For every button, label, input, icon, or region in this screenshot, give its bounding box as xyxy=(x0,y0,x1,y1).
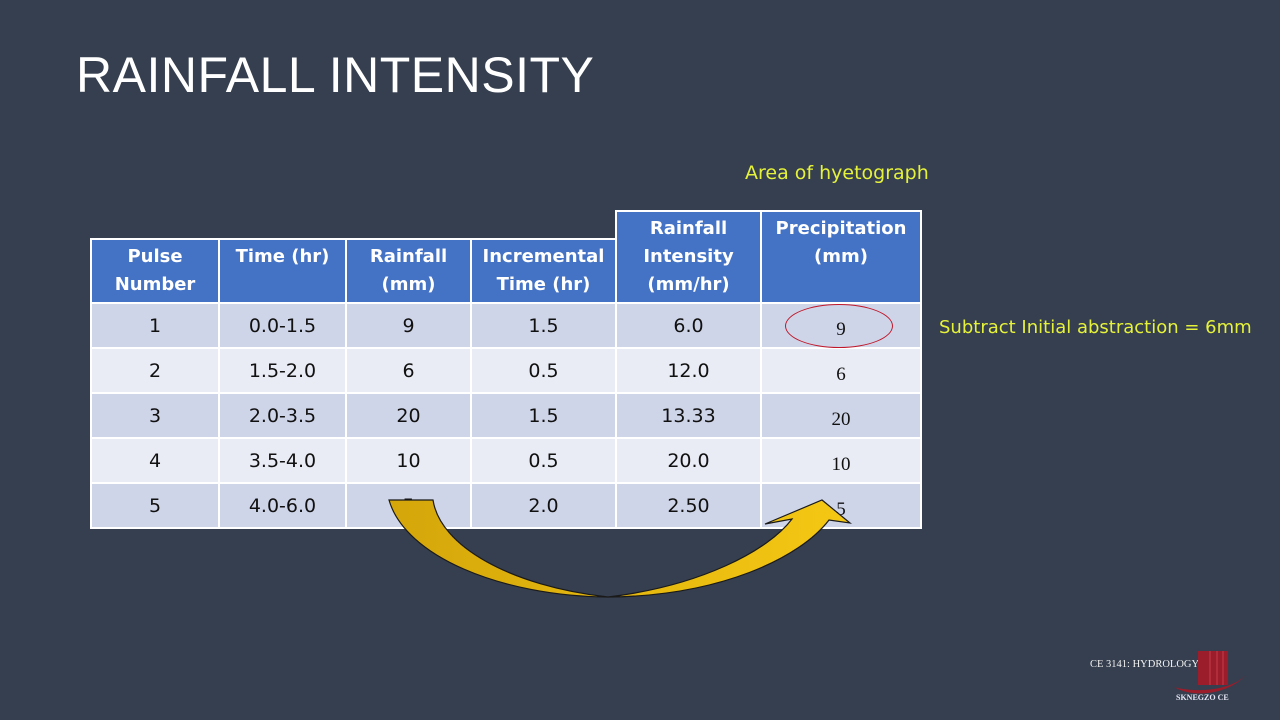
header-time: Time (hr) xyxy=(218,238,347,304)
cell-incremental: 2.0 xyxy=(470,482,617,529)
header-rainfall: Rainfall (mm) xyxy=(345,238,472,304)
table-row: 2 1.5-2.0 6 0.5 12.0 6 xyxy=(90,347,922,394)
cell-rainfall: 9 xyxy=(345,302,472,349)
header-text: Time (hr) xyxy=(496,274,591,295)
header-text: (mm/hr) xyxy=(647,274,730,295)
initial-abstraction-note: Subtract Initial abstraction = 6mm xyxy=(939,317,1252,338)
cell-pulse: 1 xyxy=(90,302,220,349)
cell-intensity: 2.50 xyxy=(615,482,762,529)
cell-pulse: 4 xyxy=(90,437,220,484)
header-text: (mm) xyxy=(381,274,436,295)
cell-intensity: 20.0 xyxy=(615,437,762,484)
header-precipitation: Precipitation (mm) xyxy=(760,210,922,304)
slide-title: RAINFALL INTENSITY xyxy=(76,47,595,103)
cell-time: 1.5-2.0 xyxy=(218,347,347,394)
header-text: Number xyxy=(114,274,196,295)
header-text: Time (hr) xyxy=(235,246,330,267)
cell-pulse: 5 xyxy=(90,482,220,529)
department-logo-icon: SKNEGZO CE xyxy=(1174,651,1246,702)
cell-rainfall: 6 xyxy=(345,347,472,394)
table-row: 4 3.5-4.0 10 0.5 20.0 10 xyxy=(90,437,922,484)
cell-intensity: 12.0 xyxy=(615,347,762,394)
logo-text: SKNEGZO CE xyxy=(1176,693,1229,702)
cell-time: 2.0-3.5 xyxy=(218,392,347,439)
cell-time: 0.0-1.5 xyxy=(218,302,347,349)
header-rainfall-intensity: Rainfall Intensity (mm/hr) xyxy=(615,210,762,304)
header-text: Rainfall xyxy=(649,218,728,239)
cell-pulse: 3 xyxy=(90,392,220,439)
header-text: Incremental xyxy=(482,246,605,267)
cell-incremental: 1.5 xyxy=(470,392,617,439)
rainfall-table: Rainfall Intensity (mm/hr) Precipitation… xyxy=(90,210,922,529)
header-text: (mm) xyxy=(814,246,868,267)
header-text: Rainfall xyxy=(369,246,448,267)
header-spacer xyxy=(91,211,616,240)
cell-pulse: 2 xyxy=(90,347,220,394)
cell-intensity: 6.0 xyxy=(615,302,762,349)
header-text: Pulse xyxy=(127,246,183,267)
course-footer: CE 3141: HYDROLOGY xyxy=(1090,659,1200,670)
cell-precipitation: 5 xyxy=(760,482,922,529)
header-pulse-number: Pulse Number xyxy=(90,238,220,304)
cell-time: 4.0-6.0 xyxy=(218,482,347,529)
cell-time: 3.5-4.0 xyxy=(218,437,347,484)
cell-incremental: 1.5 xyxy=(470,302,617,349)
highlight-circle xyxy=(785,304,893,348)
curved-arrow-icon xyxy=(388,499,853,598)
cell-precipitation: 20 xyxy=(760,392,922,439)
area-of-hyetograph-note: Area of hyetograph xyxy=(745,162,929,184)
cell-precipitation: 10 xyxy=(760,437,922,484)
cell-rainfall: 10 xyxy=(345,437,472,484)
cell-incremental: 0.5 xyxy=(470,437,617,484)
cell-rainfall: 20 xyxy=(345,392,472,439)
header-incremental-time: Incremental Time (hr) xyxy=(470,238,617,304)
header-text: Intensity xyxy=(643,246,734,267)
table-row: 3 2.0-3.5 20 1.5 13.33 20 xyxy=(90,392,922,439)
cell-incremental: 0.5 xyxy=(470,347,617,394)
cell-intensity: 13.33 xyxy=(615,392,762,439)
cell-precipitation: 6 xyxy=(760,347,922,394)
header-text: Precipitation xyxy=(775,218,907,239)
